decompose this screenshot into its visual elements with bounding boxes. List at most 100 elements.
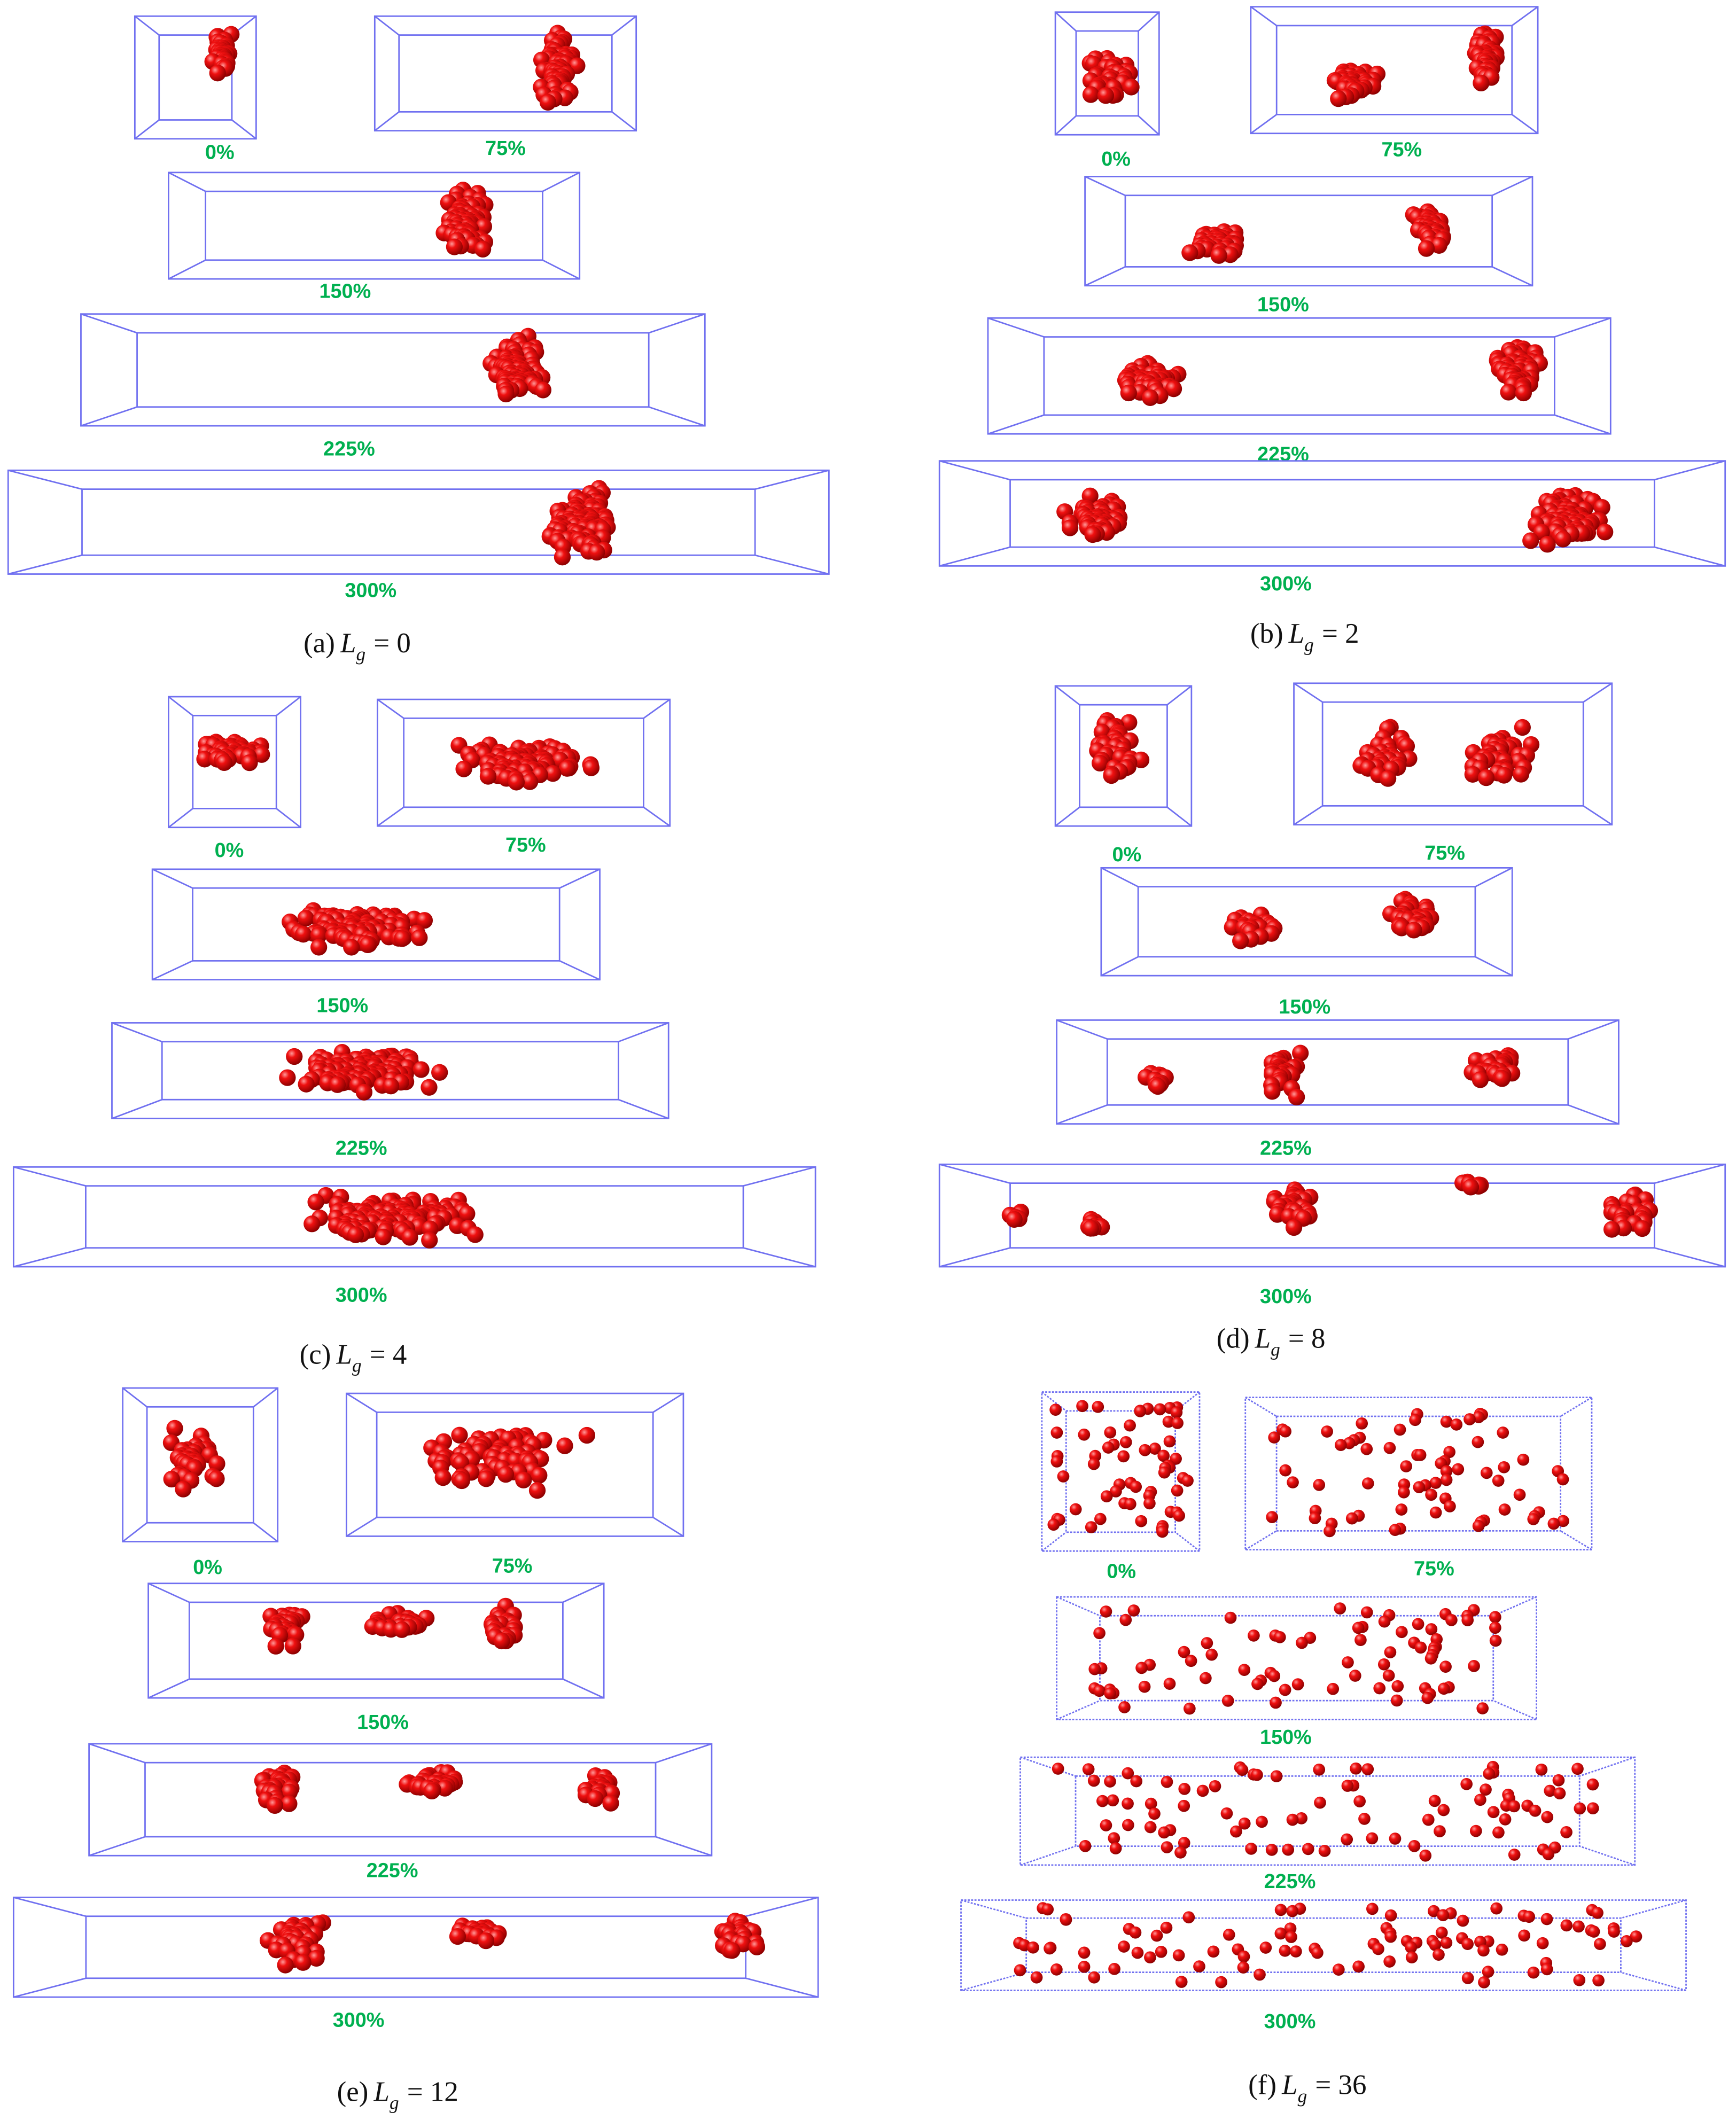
particle — [277, 1956, 294, 1974]
strain-label: 150% — [1279, 996, 1330, 1018]
particle — [1508, 1800, 1521, 1813]
panel: 0% 75% 150% 225% 300% (f) Lg = 36 — [960, 1391, 1687, 2107]
particle — [1279, 1425, 1292, 1438]
particle — [1104, 1687, 1116, 1699]
particle — [1157, 1449, 1170, 1462]
particle — [1104, 1775, 1116, 1788]
particle — [1150, 1929, 1163, 1942]
box-edge — [1621, 1971, 1686, 1991]
box-edge — [122, 1522, 147, 1542]
simulation-box — [80, 313, 706, 427]
particle — [1450, 1418, 1463, 1431]
particle — [1361, 1477, 1374, 1490]
box-outer — [88, 1743, 713, 1857]
particle — [1477, 769, 1495, 786]
box-edge — [148, 1582, 190, 1603]
particle — [1224, 1611, 1237, 1624]
particle — [329, 1076, 346, 1093]
box-inner — [85, 1185, 744, 1249]
particle — [196, 751, 213, 768]
particle — [1476, 1702, 1489, 1714]
particle — [558, 760, 575, 777]
particle — [1103, 767, 1120, 784]
particle — [1082, 1220, 1099, 1237]
particle — [1345, 1512, 1358, 1525]
strain-label: 150% — [357, 1711, 409, 1734]
particle — [1547, 1517, 1560, 1530]
particle — [1291, 1678, 1304, 1690]
particle — [1379, 770, 1397, 787]
particle — [451, 1426, 468, 1444]
particle — [1138, 1680, 1151, 1693]
particle — [1490, 1902, 1503, 1915]
particle — [1215, 1976, 1227, 1989]
box-edge — [1475, 867, 1513, 887]
particle — [1468, 1659, 1480, 1672]
particle — [1100, 1819, 1112, 1831]
particle — [1342, 1656, 1354, 1668]
particle — [412, 1061, 430, 1078]
box-edge — [13, 1166, 86, 1187]
particle — [1270, 1696, 1282, 1709]
particle — [1144, 1951, 1156, 1964]
box-outer — [168, 696, 301, 829]
strain-label: 150% — [1257, 294, 1309, 316]
particle — [209, 65, 226, 82]
box-edge — [745, 1897, 819, 1917]
box-edge — [1475, 956, 1513, 977]
particle — [1462, 1179, 1480, 1196]
particle — [1205, 1648, 1218, 1661]
particle — [1541, 1811, 1554, 1823]
particle — [1378, 1615, 1391, 1628]
equation: = 4 — [370, 1339, 407, 1370]
strain-label: 225% — [1257, 443, 1309, 466]
simulation-box — [1293, 682, 1613, 826]
particle — [1424, 1652, 1437, 1665]
box-edge — [652, 1392, 684, 1413]
box-inner — [81, 488, 756, 556]
strain-label: 300% — [1260, 1285, 1312, 1308]
particle — [421, 1079, 438, 1096]
particle — [1405, 1941, 1418, 1954]
particle — [281, 1795, 298, 1812]
box-edge — [611, 111, 637, 131]
box-edge — [743, 1247, 816, 1268]
particle — [1499, 1813, 1512, 1826]
particle — [539, 93, 557, 111]
particle — [1487, 1806, 1500, 1819]
particle — [1248, 1629, 1260, 1642]
particle — [1478, 1976, 1490, 1989]
particle — [1085, 1521, 1097, 1533]
particle — [1350, 1762, 1362, 1775]
particle — [1366, 1832, 1379, 1845]
particle — [1383, 1955, 1396, 1968]
particle — [1050, 1963, 1063, 1976]
particle — [1108, 1963, 1120, 1975]
particle — [1366, 1903, 1379, 1915]
particle — [1529, 1804, 1542, 1817]
box-edge — [377, 698, 404, 719]
box-outer — [1250, 6, 1539, 135]
box-edge — [618, 1098, 669, 1119]
particle — [1047, 1518, 1060, 1531]
particle — [1341, 1833, 1353, 1846]
box-edge — [1138, 11, 1160, 32]
particle — [1302, 1843, 1314, 1855]
particle — [1087, 1457, 1100, 1470]
particle — [1311, 1946, 1324, 1959]
box-outer — [1054, 11, 1160, 136]
particle — [1172, 1949, 1185, 1962]
box-outer — [1084, 176, 1533, 287]
box-edge — [1041, 1531, 1067, 1552]
particle — [1178, 1837, 1190, 1849]
particle — [1352, 1621, 1365, 1634]
particle — [1435, 1927, 1448, 1939]
simulation-box — [134, 15, 257, 140]
box-edge — [1245, 1530, 1277, 1550]
particle — [1236, 1764, 1249, 1776]
particle — [1414, 1448, 1427, 1461]
particle — [1165, 380, 1182, 397]
box-edge — [1560, 1397, 1592, 1417]
strain-label: 300% — [336, 1284, 387, 1307]
particle — [1587, 1925, 1600, 1938]
